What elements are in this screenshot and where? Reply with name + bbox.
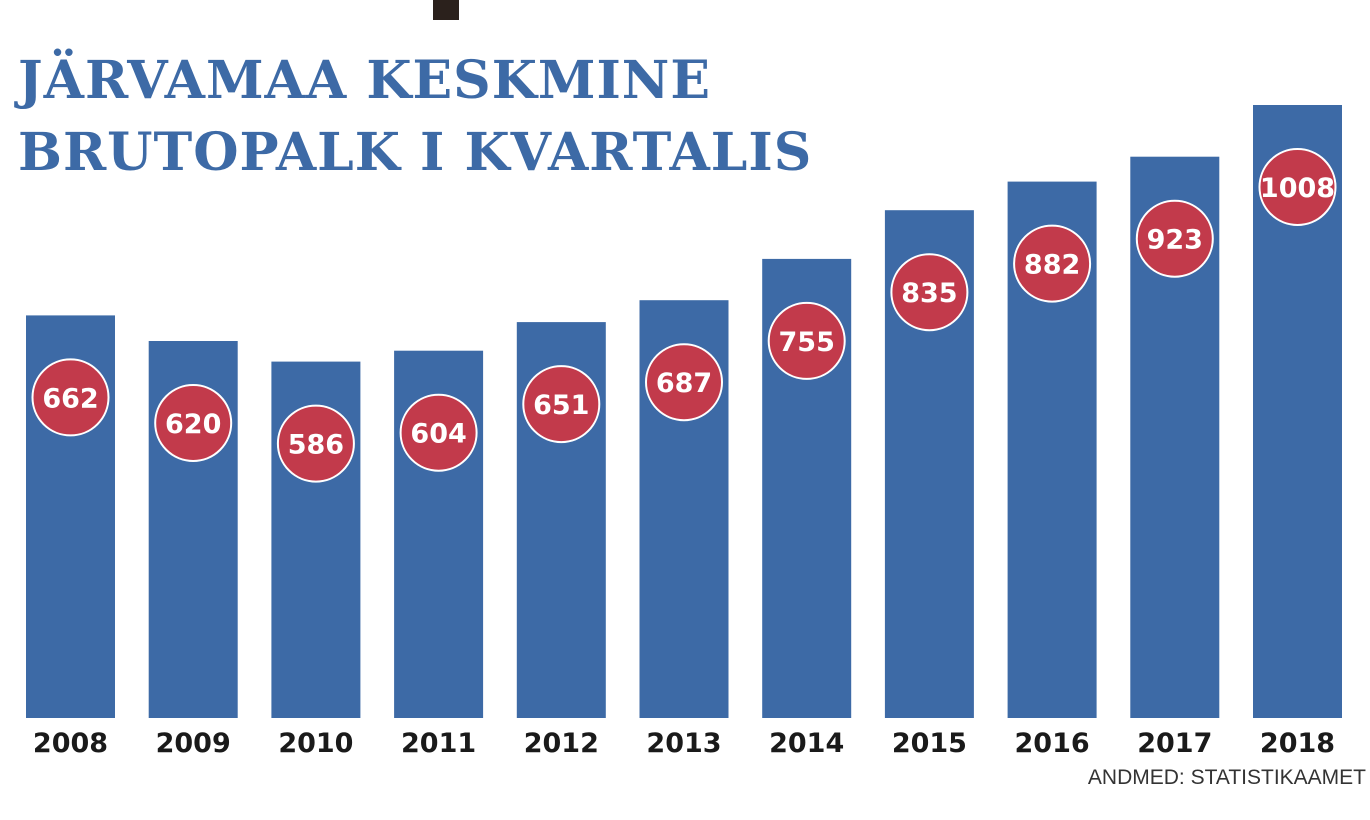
value-marker-2011	[399, 393, 478, 472]
value-marker-2016	[1013, 224, 1092, 303]
value-marker-2010	[276, 404, 355, 483]
x-tick-label-2009: 2009	[156, 728, 231, 759]
value-marker-2009	[154, 384, 233, 462]
x-tick-label-2010: 2010	[278, 728, 353, 759]
value-label-2018: 1008	[1260, 173, 1335, 204]
chart-title-line-1: JÄRVAMAA KESKMINE	[14, 48, 711, 111]
value-marker-2008	[31, 358, 110, 437]
chart-title-line-2: BRUTOPALK I KVARTALIS	[18, 122, 812, 183]
x-tick-label-2013: 2013	[646, 728, 721, 759]
value-label-2016: 882	[1024, 250, 1080, 281]
value-label-2014: 755	[779, 327, 835, 358]
x-tick-label-2011: 2011	[401, 728, 476, 759]
x-tick-label-2008: 2008	[33, 728, 108, 759]
value-label-2012: 651	[533, 390, 589, 421]
source-note: ANDMED: STATISTIKAAMET	[1088, 766, 1366, 789]
x-tick-label-2014: 2014	[769, 728, 844, 759]
value-marker-2015	[890, 253, 969, 332]
bars-group: 662 2008 620 2009 586 2010 604 2011 651 2012 687 20…	[26, 105, 1342, 759]
x-tick-label-2016: 2016	[1015, 728, 1090, 759]
value-marker-2013	[645, 343, 723, 422]
value-marker-2012	[522, 365, 601, 444]
value-marker-2017	[1135, 199, 1214, 278]
value-label-2008: 662	[42, 383, 98, 414]
value-label-2009: 620	[165, 409, 221, 440]
x-tick-label-2018: 2018	[1260, 728, 1335, 759]
value-label-2010: 586	[288, 430, 344, 461]
value-marker-2014	[767, 301, 846, 380]
value-label-2017: 923	[1147, 225, 1203, 256]
value-label-2015: 835	[901, 278, 957, 309]
top-accent-mark	[433, 0, 459, 20]
x-tick-label-2015: 2015	[892, 728, 967, 759]
value-marker-2018	[1258, 148, 1337, 226]
x-tick-label-2012: 2012	[524, 728, 599, 759]
value-label-2013: 687	[656, 368, 712, 399]
value-label-2011: 604	[410, 419, 466, 450]
x-tick-label-2017: 2017	[1137, 728, 1212, 759]
